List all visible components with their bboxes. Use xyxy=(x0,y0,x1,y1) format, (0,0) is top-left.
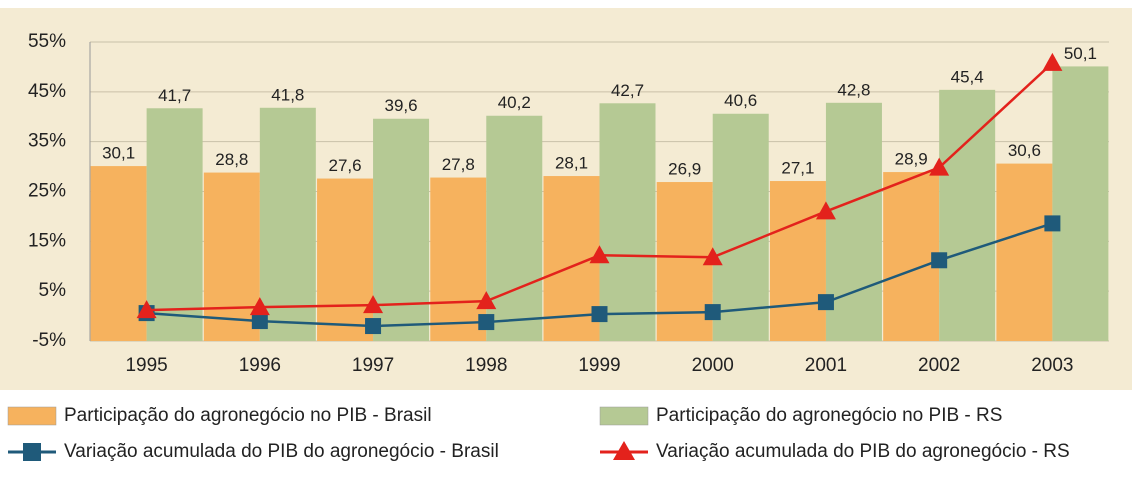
value-label: 28,9 xyxy=(895,150,928,169)
x-tick-label: 2003 xyxy=(1031,355,1073,376)
bar xyxy=(599,103,656,341)
marker xyxy=(702,247,723,266)
y-tick-label: 55% xyxy=(28,31,66,52)
legend-label: Participação do agronegócio no PIB - RS xyxy=(656,405,1002,426)
value-label: 30,6 xyxy=(1008,141,1041,160)
x-tick-label: 2002 xyxy=(918,355,960,376)
y-tick-label: 25% xyxy=(28,181,66,202)
legend-swatch xyxy=(7,406,57,426)
marker xyxy=(476,291,497,310)
value-label: 26,9 xyxy=(668,160,701,179)
bar xyxy=(317,178,374,341)
marker xyxy=(1042,52,1063,71)
marker xyxy=(365,318,382,335)
bar xyxy=(1052,66,1109,341)
x-tick-label: 1998 xyxy=(465,355,507,376)
value-label: 39,6 xyxy=(385,96,418,115)
marker xyxy=(249,297,270,316)
value-label: 27,1 xyxy=(781,159,814,178)
bar xyxy=(486,115,543,342)
bar xyxy=(825,102,882,342)
legend-label: Variação acumulada do PIB do agronegócio… xyxy=(64,441,499,462)
x-tick-label: 1995 xyxy=(125,355,167,376)
bar xyxy=(939,89,996,341)
bar xyxy=(712,113,769,341)
bar xyxy=(996,163,1053,341)
value-label: 50,1 xyxy=(1064,44,1097,63)
marker xyxy=(817,294,834,311)
value-label: 41,8 xyxy=(271,85,304,104)
legend-swatch xyxy=(613,441,635,460)
y-tick-label: 35% xyxy=(28,131,66,152)
marker xyxy=(136,300,157,319)
marker xyxy=(929,157,950,176)
legend-swatch xyxy=(599,406,649,426)
value-label: 30,1 xyxy=(102,144,135,163)
marker xyxy=(815,201,836,220)
value-label: 27,6 xyxy=(329,156,362,175)
value-label: 41,7 xyxy=(158,86,191,105)
value-label: 45,4 xyxy=(951,67,984,86)
marker xyxy=(363,295,384,314)
marker xyxy=(478,314,495,331)
bar xyxy=(203,172,260,341)
marker xyxy=(251,313,268,330)
value-label: 42,8 xyxy=(837,80,870,99)
bar xyxy=(259,107,316,341)
marker xyxy=(589,245,610,264)
bar xyxy=(656,182,713,341)
value-label: 42,7 xyxy=(611,81,644,100)
value-label: 28,8 xyxy=(215,150,248,169)
x-tick-label: 2000 xyxy=(692,355,734,376)
value-label: 40,6 xyxy=(724,91,757,110)
bar xyxy=(373,118,430,341)
value-label: 40,2 xyxy=(498,93,531,112)
marker xyxy=(704,304,721,321)
value-label: 28,1 xyxy=(555,154,588,173)
bar xyxy=(146,108,203,341)
value-label: 27,8 xyxy=(442,155,475,174)
y-tick-label: 15% xyxy=(28,230,66,251)
x-tick-label: 2001 xyxy=(805,355,847,376)
y-tick-label: 5% xyxy=(39,280,67,301)
marker xyxy=(1044,215,1061,232)
x-tick-label: 1996 xyxy=(239,355,281,376)
y-tick-label: -5% xyxy=(32,330,66,351)
x-tick-label: 1999 xyxy=(578,355,620,376)
x-tick-label: 1997 xyxy=(352,355,394,376)
bar xyxy=(90,166,147,341)
legend-label: Variação acumulada do PIB do agronegócio… xyxy=(656,441,1070,462)
marker xyxy=(931,252,948,269)
bar xyxy=(769,181,826,341)
legend-swatch xyxy=(23,443,41,461)
bar xyxy=(430,177,487,341)
bar xyxy=(883,172,940,341)
marker xyxy=(591,306,608,323)
legend-label: Participação do agronegócio no PIB - Bra… xyxy=(64,405,432,426)
y-tick-label: 45% xyxy=(28,81,66,102)
